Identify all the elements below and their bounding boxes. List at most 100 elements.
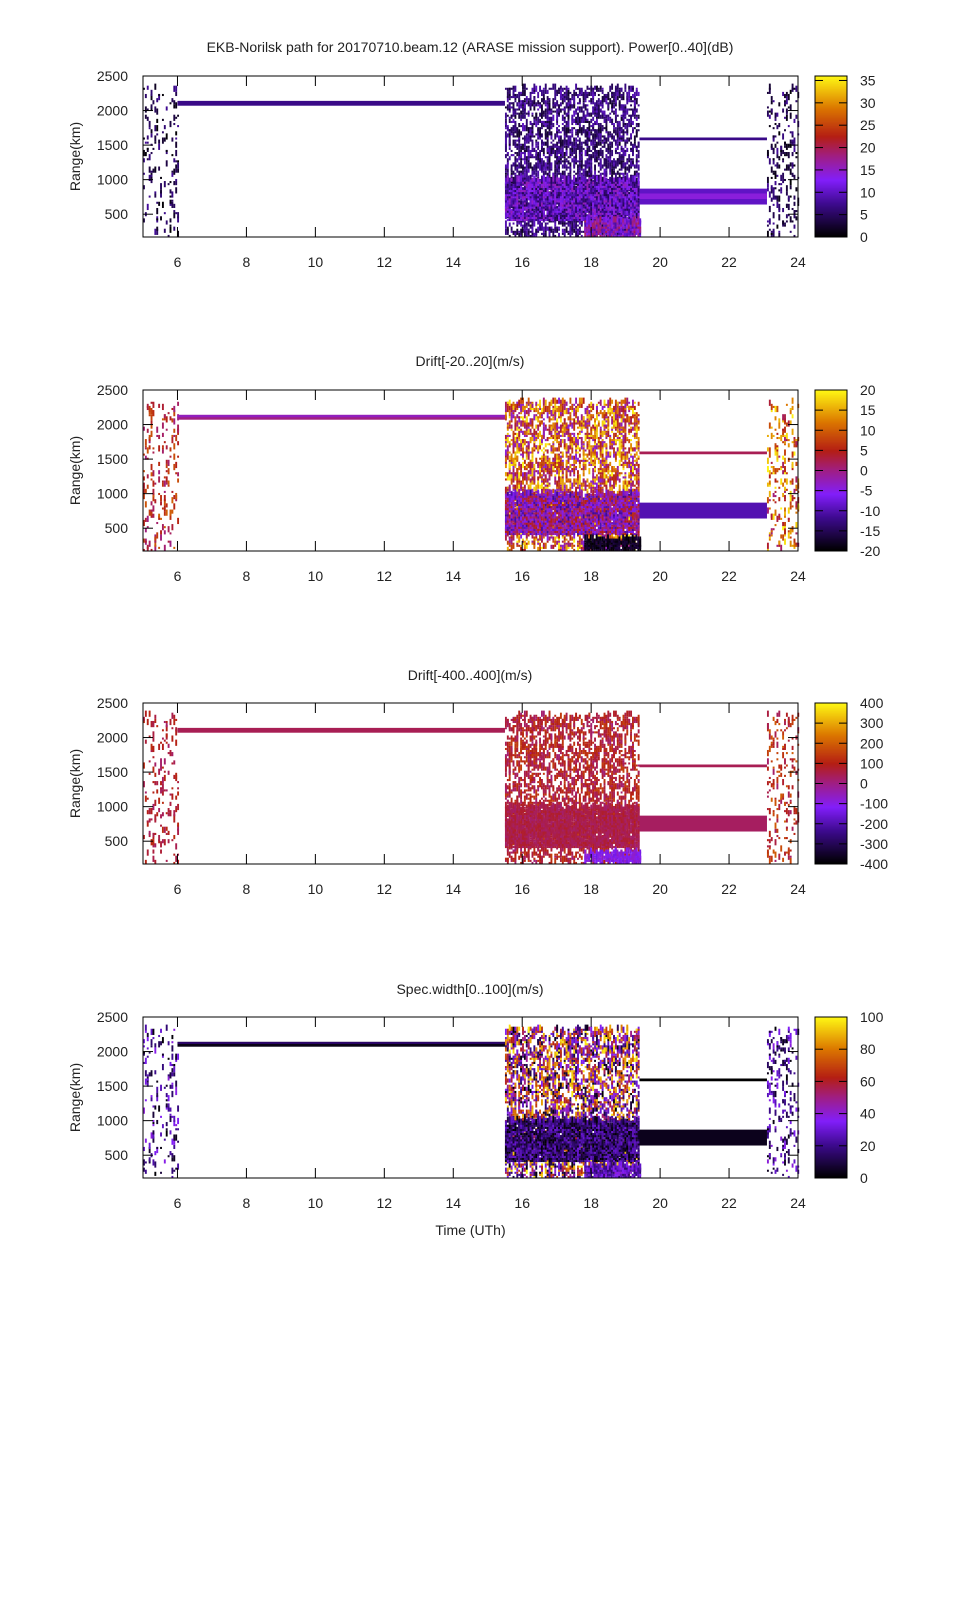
heatmap-cell: [607, 220, 609, 223]
heatmap-cell: [154, 106, 157, 113]
heatmap-cell: [609, 216, 612, 220]
heatmap-cell: [628, 202, 631, 205]
heatmap-cell: [508, 536, 511, 539]
heatmap-cell: [571, 190, 574, 195]
heatmap-cell: [633, 164, 636, 167]
heatmap-cell: [550, 194, 553, 197]
heatmap-cell: [592, 154, 595, 159]
heatmap-cell: [559, 137, 562, 140]
colorbar-segment: [815, 224, 847, 226]
heatmap-cell: [522, 548, 524, 551]
heatmap-cell: [552, 98, 555, 105]
heatmap-cell: [614, 89, 617, 97]
colorbar-segment: [815, 207, 847, 209]
heatmap-cell: [624, 89, 627, 92]
heatmap-cell: [516, 542, 519, 547]
heatmap-cell: [561, 202, 564, 205]
heatmap-cell: [539, 179, 542, 182]
heatmap-cell: [550, 108, 553, 111]
colorbar-segment: [815, 151, 847, 153]
heatmap-cell: [609, 160, 612, 167]
heatmap-cell: [533, 220, 536, 227]
colorbar-tick-label: 35: [860, 72, 876, 88]
heatmap-cell: [533, 468, 536, 471]
heatmap-cell: [559, 190, 562, 193]
heatmap-cell: [565, 226, 568, 233]
heatmap-cell: [529, 162, 532, 169]
colorbar-segment: [815, 200, 847, 202]
heatmap-cell: [154, 125, 157, 132]
heatmap-cell: [522, 89, 524, 97]
heatmap-cell: [630, 147, 633, 150]
heatmap-cell: [614, 194, 617, 197]
heatmap-cell: [514, 484, 517, 491]
heatmap-cell: [618, 172, 621, 179]
heatmap-cell: [601, 172, 604, 175]
heatmap-cell: [610, 234, 613, 237]
heatmap-cell: [556, 181, 559, 184]
heatmap-cell: [628, 206, 631, 209]
heatmap-cell: [594, 202, 596, 205]
heatmap-cell: [578, 137, 581, 140]
heatmap-cell: [523, 190, 526, 193]
heatmap-cell: [552, 172, 555, 177]
heatmap-cell: [630, 192, 633, 195]
heatmap-cell: [146, 116, 149, 121]
heatmap-cell: [594, 114, 596, 117]
heatmap-cell: [522, 224, 524, 229]
heatmap-cell: [540, 158, 543, 161]
heatmap-cell: [540, 145, 543, 148]
heatmap-cell: [584, 192, 587, 195]
heatmap-cell: [554, 228, 557, 233]
heatmap-cell: [506, 422, 509, 425]
heatmap-cell: [535, 424, 538, 429]
heatmap-cell: [584, 164, 587, 167]
heatmap-cell: [567, 187, 570, 191]
heatmap-cell: [597, 204, 600, 207]
heatmap-cell: [567, 220, 570, 227]
heatmap-cell: [580, 141, 583, 146]
heatmap-cell: [518, 200, 521, 203]
heatmap-cell: [531, 139, 534, 142]
heatmap-cell: [770, 185, 773, 190]
heatmap-cell: [622, 232, 625, 235]
colorbar-segment: [815, 166, 847, 168]
heatmap-cell: [569, 98, 572, 101]
heatmap-cell: [618, 218, 621, 225]
heatmap-cell: [542, 204, 545, 207]
heatmap-cell: [607, 226, 609, 229]
heatmap-panel: 6 8 10 12 14 16 18 20 22 245001000150020002500Ran…: [67, 68, 876, 270]
heatmap-cell: [552, 210, 555, 215]
heatmap-cell: [144, 141, 147, 144]
heatmap-cell: [614, 102, 617, 105]
heatmap-cell: [565, 112, 568, 117]
heatmap-cell: [512, 179, 515, 182]
colorbar-tick-label: 20: [860, 140, 876, 156]
heatmap-cell: [597, 98, 600, 103]
heatmap-cell: [630, 104, 633, 107]
heatmap-cell: [558, 179, 560, 182]
colorbar-segment: [815, 167, 847, 169]
heatmap-cell: [554, 96, 557, 101]
heatmap-cell: [567, 232, 570, 235]
heatmap-cell: [565, 145, 568, 150]
heatmap-cell: [633, 127, 636, 130]
heatmap-cell: [784, 152, 786, 155]
heatmap-cell: [565, 190, 568, 193]
heatmap-cell: [776, 224, 779, 229]
heatmap-cell: [626, 219, 629, 222]
heatmap-cell: [539, 112, 542, 117]
heatmap-cell: [586, 232, 589, 235]
heatmap-cell: [590, 162, 593, 165]
heatmap-cell: [527, 196, 530, 201]
heatmap-cell: [590, 118, 593, 121]
heatmap-cell: [584, 177, 587, 182]
heatmap-cell: [175, 181, 178, 186]
heatmap-cell: [795, 85, 798, 92]
heatmap-cell: [582, 110, 585, 117]
heatmap-cell: [626, 118, 629, 121]
heatmap-cell: [620, 114, 623, 117]
heatmap-cell: [540, 98, 543, 103]
heatmap-cell: [626, 108, 629, 115]
heatmap-cell: [512, 118, 515, 123]
